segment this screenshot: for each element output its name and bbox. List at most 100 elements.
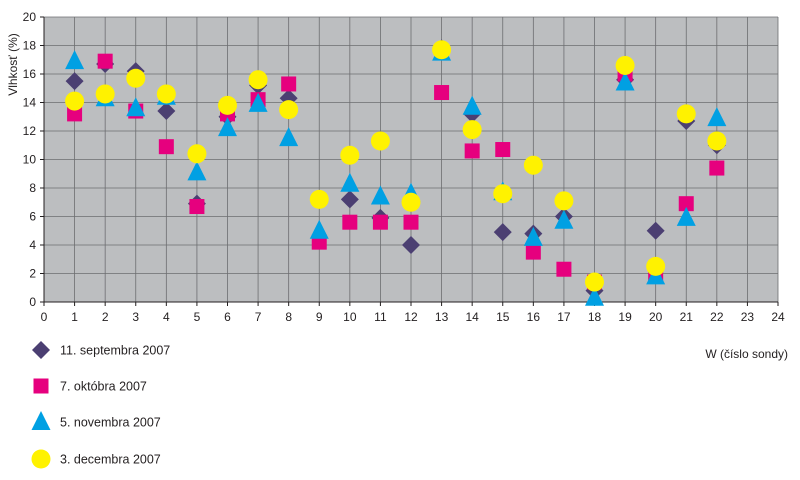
data-point-square: [434, 85, 450, 101]
x-tick-label: 5: [194, 310, 201, 324]
data-point-triangle: [309, 219, 329, 239]
data-point-circle: [65, 91, 85, 111]
x-tick-label: 8: [285, 310, 292, 324]
data-point-circle: [370, 131, 390, 151]
data-point-circle: [95, 84, 115, 104]
data-point-circle: [126, 68, 146, 88]
data-point-square: [556, 261, 572, 277]
legend-label: 7. októbra 2007: [60, 380, 147, 394]
y-tick-label: 2: [29, 267, 36, 281]
x-tick-label: 18: [588, 310, 602, 324]
data-point-square: [97, 53, 113, 69]
data-point-triangle: [340, 172, 360, 192]
data-point-square: [403, 214, 419, 230]
data-point-circle: [218, 95, 237, 115]
data-point-square: [525, 244, 541, 260]
x-tick-label: 4: [163, 310, 170, 324]
x-tick-label: 16: [527, 310, 541, 324]
series-triangle: [65, 41, 727, 306]
data-point-triangle: [707, 107, 727, 127]
x-tick-label: 14: [465, 310, 479, 324]
data-point-triangle: [218, 117, 237, 137]
legend: 11. septembra 2007 7. októbra 2007 5. nove…: [31, 341, 170, 469]
data-point-square: [495, 142, 511, 158]
data-points: [65, 39, 727, 306]
x-tick-label: 9: [316, 310, 323, 324]
data-point-circle: [707, 131, 727, 151]
data-point-square: [189, 199, 205, 215]
data-point-triangle: [462, 95, 482, 115]
data-point-diamond: [646, 221, 665, 240]
data-point-circle: [248, 70, 268, 90]
data-point-diamond: [65, 72, 84, 91]
data-point-circle: [156, 84, 176, 104]
x-tick-label: 15: [496, 310, 510, 324]
x-axis-label: W (číslo sondy): [705, 347, 788, 361]
axes: [40, 16, 779, 306]
data-point-circle: [615, 55, 635, 75]
y-axis-label: Vlhkosť (%): [6, 33, 20, 96]
x-tick-label: 17: [557, 310, 571, 324]
data-point-circle: [309, 189, 329, 209]
legend-label: 3. decembra 2007: [60, 453, 161, 467]
data-point-diamond: [402, 236, 420, 254]
data-point-diamond: [493, 223, 512, 242]
legend-marker-square: [33, 378, 49, 394]
x-tick-label: 11: [374, 310, 387, 324]
data-point-triangle: [676, 206, 696, 226]
x-tick-label: 21: [680, 310, 694, 324]
data-point-square: [158, 139, 174, 155]
legend-marker-diamond: [32, 341, 50, 359]
data-point-circle: [585, 272, 604, 292]
y-tick-label: 12: [23, 124, 37, 138]
y-tick-label: 6: [29, 210, 36, 224]
legend-label: 5. novembra 2007: [60, 416, 161, 430]
data-point-circle: [340, 145, 360, 165]
x-tick-label: 2: [102, 310, 109, 324]
data-point-diamond: [340, 190, 359, 209]
data-point-circle: [554, 191, 574, 211]
data-point-square: [709, 160, 725, 176]
y-tick-label: 10: [23, 153, 37, 167]
data-point-circle: [279, 100, 299, 120]
data-point-circle: [187, 144, 207, 164]
x-tick-label: 1: [71, 310, 78, 324]
data-point-triangle: [279, 127, 299, 147]
data-point-square: [67, 106, 83, 122]
x-tick-label: 13: [435, 310, 449, 324]
y-tick-label: 8: [29, 181, 36, 195]
data-point-square: [281, 76, 297, 92]
data-point-triangle: [187, 161, 207, 181]
y-tick-label: 20: [23, 10, 37, 24]
data-point-triangle: [65, 50, 85, 70]
x-tick-label: 20: [649, 310, 663, 324]
data-point-square: [372, 214, 388, 230]
y-tick-label: 4: [29, 238, 36, 252]
data-point-circle: [432, 40, 452, 60]
x-tick-label: 23: [741, 310, 755, 324]
legend-label: 11. septembra 2007: [60, 344, 170, 358]
x-tick-label: 0: [41, 310, 48, 324]
legend-item: 7. októbra 2007: [33, 378, 147, 394]
x-tick-label: 10: [343, 310, 357, 324]
data-point-triangle: [523, 226, 543, 246]
x-tick-label: 12: [404, 310, 418, 324]
data-point-diamond: [157, 102, 176, 121]
y-tick-labels: 0 2 4 6 8 10 12 14 16 18 20: [23, 10, 37, 309]
data-point-square: [678, 196, 694, 212]
legend-item: 11. septembra 2007: [32, 341, 170, 359]
x-tick-label: 7: [255, 310, 262, 324]
data-point-circle: [646, 256, 666, 276]
x-tick-label: 19: [618, 310, 632, 324]
data-point-triangle: [615, 71, 635, 91]
data-point-circle: [523, 155, 543, 175]
data-point-circle: [462, 120, 482, 140]
y-tick-label: 16: [23, 67, 37, 81]
series-circle: [65, 40, 727, 292]
legend-marker-circle: [31, 449, 51, 469]
legend-marker-triangle: [31, 411, 51, 430]
data-point-circle: [493, 184, 513, 204]
data-point-triangle: [370, 185, 390, 205]
data-point-square: [342, 214, 358, 230]
